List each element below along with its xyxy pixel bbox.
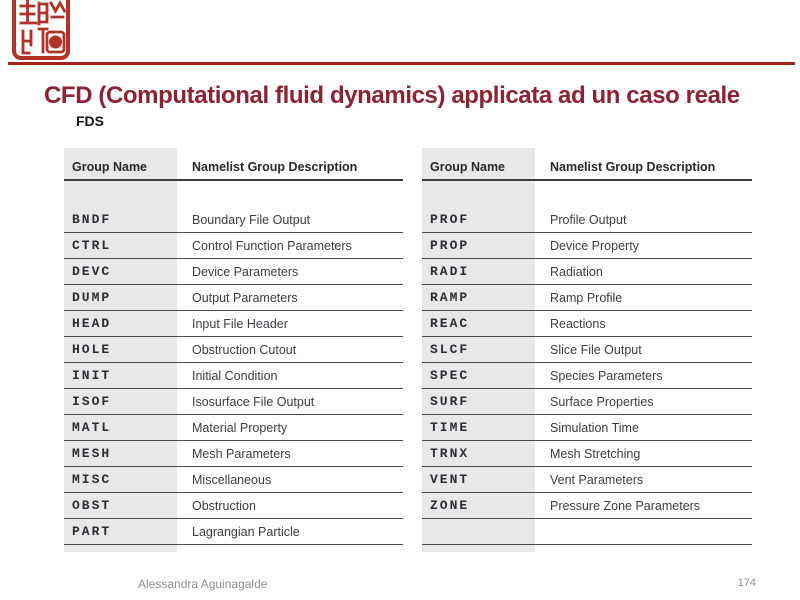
group-name-cell: PART — [72, 524, 112, 539]
table-row: PART Lagrangian Particle — [64, 519, 403, 545]
table-header-row: Group Name Namelist Group Description — [422, 148, 752, 181]
description-cell: Device Parameters — [192, 264, 299, 279]
group-name-cell: DEVC — [72, 264, 112, 279]
description-cell: Pressure Zone Parameters — [550, 498, 701, 513]
group-name-cell: HEAD — [72, 316, 112, 331]
table-row: MESH Mesh Parameters — [64, 441, 403, 467]
group-name-cell: ZONE — [430, 498, 470, 513]
table-bottom-pad — [422, 545, 752, 552]
table-row: DEVC Device Parameters — [64, 259, 403, 285]
description-cell: Vent Parameters — [550, 472, 644, 487]
group-name-cell: TRNX — [430, 446, 470, 461]
column-header-description: Namelist Group Description — [192, 160, 358, 174]
table-header-row: Group Name Namelist Group Description — [64, 148, 403, 181]
table-row: REAC Reactions — [422, 311, 752, 337]
group-name-cell: REAC — [430, 316, 470, 331]
description-cell: Miscellaneous — [192, 472, 272, 487]
group-name-column-shading — [422, 148, 535, 552]
group-name-cell: SURF — [430, 394, 470, 409]
description-cell: Initial Condition — [192, 368, 278, 383]
table-row: INIT Initial Condition — [64, 363, 403, 389]
description-cell: Profile Output — [550, 213, 627, 227]
table-row: MATL Material Property — [64, 415, 403, 441]
fds-table-left: Group Name Namelist Group Description BN… — [64, 148, 403, 552]
table-row: OBST Obstruction — [64, 493, 403, 519]
table-row: PROF Profile Output — [422, 181, 752, 233]
description-cell: Simulation Time — [550, 420, 639, 435]
group-name-cell: HOLE — [72, 342, 112, 357]
table-row: MISC Miscellaneous — [64, 467, 403, 493]
description-cell: Boundary File Output — [192, 213, 311, 227]
description-cell: Lagrangian Particle — [192, 524, 300, 539]
description-cell: Mesh Parameters — [192, 446, 291, 461]
slide-subtitle: FDS — [76, 113, 104, 129]
description-cell: Obstruction Cutout — [192, 342, 297, 357]
column-header-group-name: Group Name — [430, 160, 506, 174]
description-cell: Ramp Profile — [550, 290, 623, 305]
slide-title: CFD (Computational fluid dynamics) appli… — [44, 82, 740, 109]
table-row: PROP Device Property — [422, 233, 752, 259]
description-cell: Device Property — [550, 238, 639, 253]
group-name-cell: PROP — [430, 238, 470, 253]
group-name-cell: MESH — [72, 446, 112, 461]
table-row: ISOF Isosurface File Output — [64, 389, 403, 415]
description-cell: Slice File Output — [550, 342, 642, 357]
group-name-cell: INIT — [72, 368, 112, 383]
description-cell: Input File Header — [192, 316, 288, 331]
column-header-group-name: Group Name — [72, 160, 148, 174]
table-row — [422, 519, 752, 545]
table-row: HEAD Input File Header — [64, 311, 403, 337]
table-row: DUMP Output Parameters — [64, 285, 403, 311]
seal-stamp-icon — [12, 0, 70, 60]
description-cell: Mesh Stretching — [550, 446, 641, 461]
fds-table-right: Group Name Namelist Group Description PR… — [422, 148, 752, 552]
group-name-cell: SLCF — [430, 342, 470, 357]
description-cell: Isosurface File Output — [192, 394, 315, 409]
group-name-cell: BNDF — [72, 212, 112, 227]
description-cell: Output Parameters — [192, 290, 298, 305]
group-name-cell: OBST — [72, 498, 112, 513]
group-name-cell: RAMP — [430, 290, 470, 305]
group-name-cell: PROF — [430, 212, 470, 227]
group-name-cell: TIME — [430, 420, 470, 435]
table-row: ZONE Pressure Zone Parameters — [422, 493, 752, 519]
group-name-cell: RADI — [430, 264, 470, 279]
description-cell: Material Property — [192, 420, 288, 435]
table-row: SURF Surface Properties — [422, 389, 752, 415]
description-cell: Reactions — [550, 316, 606, 331]
footer-author: Alessandra Aguinagalde — [138, 577, 268, 591]
page-number: 174 — [737, 577, 756, 589]
group-name-cell: SPEC — [430, 368, 470, 383]
table-body: PROF Profile Output PROP Device Property RAD… — [422, 181, 752, 545]
group-name-cell: MATL — [72, 420, 112, 435]
group-name-column-shading — [64, 148, 177, 552]
table-row: SLCF Slice File Output — [422, 337, 752, 363]
group-name-cell: ISOF — [72, 394, 112, 409]
table-row: RADI Radiation — [422, 259, 752, 285]
table-row: VENT Vent Parameters — [422, 467, 752, 493]
table-body: BNDF Boundary File Output CTRL Control Func… — [64, 181, 403, 545]
description-cell: Surface Properties — [550, 394, 654, 409]
table-row: SPEC Species Parameters — [422, 363, 752, 389]
group-name-cell: VENT — [430, 472, 470, 487]
description-cell: Radiation — [550, 264, 603, 279]
column-header-description: Namelist Group Description — [550, 160, 716, 174]
description-cell: Species Parameters — [550, 368, 663, 383]
group-name-cell: DUMP — [72, 290, 112, 305]
table-row: BNDF Boundary File Output — [64, 181, 403, 233]
table-row: HOLE Obstruction Cutout — [64, 337, 403, 363]
table-row: CTRL Control Function Parameters — [64, 233, 403, 259]
header-divider-line — [8, 62, 795, 65]
description-cell: Control Function Parameters — [192, 238, 352, 253]
group-name-cell: MISC — [72, 472, 112, 487]
description-cell: Obstruction — [192, 498, 256, 513]
table-row: TIME Simulation Time — [422, 415, 752, 441]
table-row: RAMP Ramp Profile — [422, 285, 752, 311]
table-bottom-pad — [64, 545, 403, 552]
group-name-cell: CTRL — [72, 238, 112, 253]
table-row: TRNX Mesh Stretching — [422, 441, 752, 467]
